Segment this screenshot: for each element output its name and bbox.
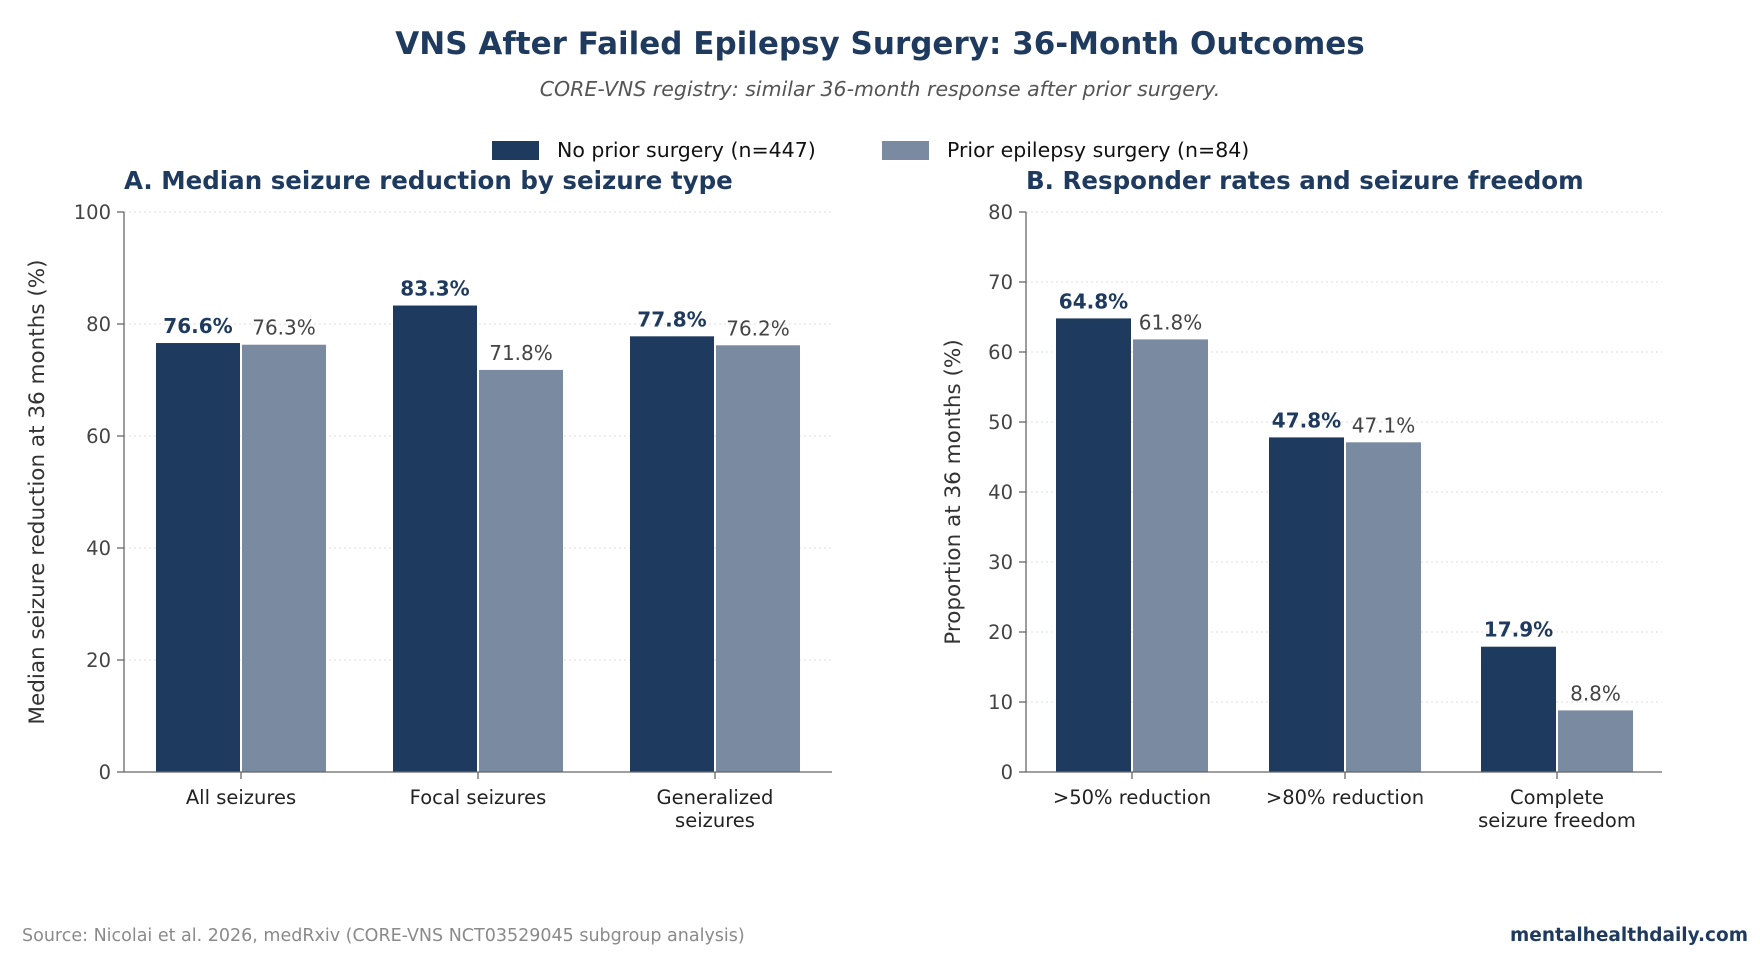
panel-b-ytick-label: 30 — [988, 551, 1013, 574]
panel-a-bar — [242, 344, 326, 772]
panel-b-data-label: 8.8% — [1570, 681, 1621, 705]
panel-b-bar — [1481, 646, 1556, 772]
legend-item-no-prior-surgery: No prior surgery (n=447) — [492, 137, 816, 163]
panel-b-ylabel: Proportion at 36 months (%) — [941, 339, 966, 644]
chart-subtitle: CORE-VNS registry: similar 36-month resp… — [539, 77, 1221, 101]
panel-b-data-label: 64.8% — [1059, 289, 1128, 313]
panel-b-category-label: >50% reduction — [1053, 786, 1211, 809]
panel-b-bar — [1558, 710, 1633, 772]
panel-a-ylabel: Median seizure reduction at 36 months (%… — [25, 259, 50, 724]
panel-b-category-label: >80% reduction — [1266, 786, 1424, 809]
panel-a-ytick-label: 0 — [99, 761, 111, 784]
panel-a-category-label: Generalized seizures — [657, 786, 774, 832]
chart-title: VNS After Failed Epilepsy Surgery: 36-Mo… — [395, 26, 1365, 62]
panel-b-ytick-label: 0 — [1001, 761, 1013, 784]
panel-b-ytick-label: 10 — [988, 691, 1013, 714]
panel-b-ytick-label: 40 — [988, 481, 1013, 504]
panel-b-ytick-label: 60 — [988, 341, 1013, 364]
panel-a-ytick-label: 60 — [86, 425, 111, 448]
panel-a-ytick-label: 40 — [86, 537, 111, 560]
panel-a-data-label: 76.3% — [252, 316, 316, 340]
panel-a-data-label: 71.8% — [489, 341, 553, 365]
panel-b-data-label: 17.9% — [1484, 618, 1553, 642]
footer-brand: mentalhealthdaily.com — [1510, 925, 1748, 946]
panel-b-bar — [1133, 339, 1208, 772]
panel-a-data-label: 77.8% — [637, 307, 706, 331]
panel-a-bar — [393, 305, 477, 772]
panel-a-category-label: Focal seizures — [410, 786, 547, 809]
panel-b-ytick-label: 50 — [988, 411, 1013, 434]
panel-b-title: B. Responder rates and seizure freedom — [1026, 166, 1584, 195]
panel-b-bar — [1056, 318, 1131, 772]
panel-b-bar — [1269, 437, 1344, 772]
footer-source: Source: Nicolai et al. 2026, medRxiv (CO… — [22, 926, 745, 946]
panel-b-data-label: 61.8% — [1139, 310, 1203, 334]
panel-a-bar — [479, 369, 563, 772]
panel-b-bar — [1346, 442, 1421, 772]
panel-a-title: A. Median seizure reduction by seizure t… — [124, 166, 733, 195]
panel-a-data-label: 76.2% — [726, 316, 790, 340]
panel-a-ytick-label: 20 — [86, 649, 111, 672]
panel-a-ytick-label: 100 — [74, 201, 111, 224]
legend-swatch-prior-surgery — [882, 140, 929, 160]
legend-swatch-no-prior-surgery — [492, 140, 539, 160]
legend-item-prior-surgery: Prior epilepsy surgery (n=84) — [882, 137, 1249, 163]
panel-a-bar — [716, 345, 800, 772]
panel-b-data-label: 47.1% — [1352, 413, 1416, 437]
panel-a-data-label: 83.3% — [400, 277, 469, 301]
panel-b-data-label: 47.8% — [1272, 408, 1341, 432]
panel-b-ytick-label: 20 — [988, 621, 1013, 644]
panel-a-data-label: 76.6% — [163, 314, 232, 338]
panel-a-bar — [630, 336, 714, 772]
legend: No prior surgery (n=447) Prior epilepsy … — [0, 137, 1760, 163]
legend-label-no-prior-surgery: No prior surgery (n=447) — [557, 138, 816, 162]
legend-label-prior-surgery: Prior epilepsy surgery (n=84) — [947, 138, 1250, 162]
panel-a-bar — [156, 343, 240, 772]
panel-a-category-label: All seizures — [186, 786, 296, 809]
panel-b-ytick-label: 70 — [988, 271, 1013, 294]
panel-a-ytick-label: 80 — [86, 313, 111, 336]
panel-b-ytick-label: 80 — [988, 201, 1013, 224]
panel-b-category-label: Complete seizure freedom — [1478, 786, 1636, 832]
